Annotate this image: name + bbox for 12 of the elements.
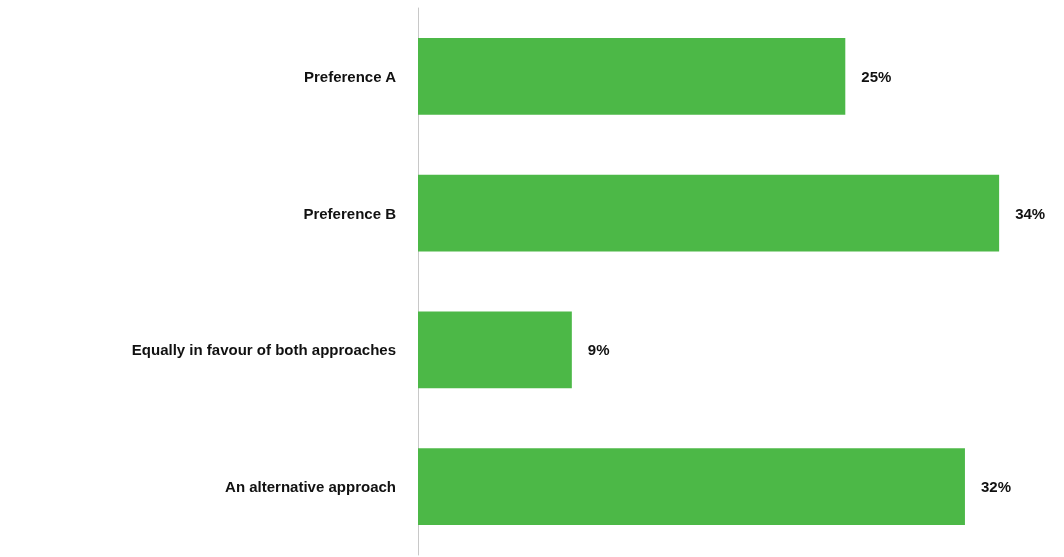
data-label: 25% xyxy=(861,67,892,85)
bar xyxy=(418,311,572,389)
data-label: 9% xyxy=(587,341,610,359)
bar xyxy=(418,174,1000,252)
bar xyxy=(418,448,965,525)
data-label: 32% xyxy=(980,478,1011,496)
data-label: 34% xyxy=(1015,204,1046,222)
y-tick-label: An alternative approach xyxy=(225,478,396,496)
y-tick-label: Preference A xyxy=(304,67,397,85)
y-tick-label: Preference B xyxy=(303,204,397,222)
y-tick-label: Equally in favour of both approaches xyxy=(131,341,396,359)
bar xyxy=(418,38,846,115)
